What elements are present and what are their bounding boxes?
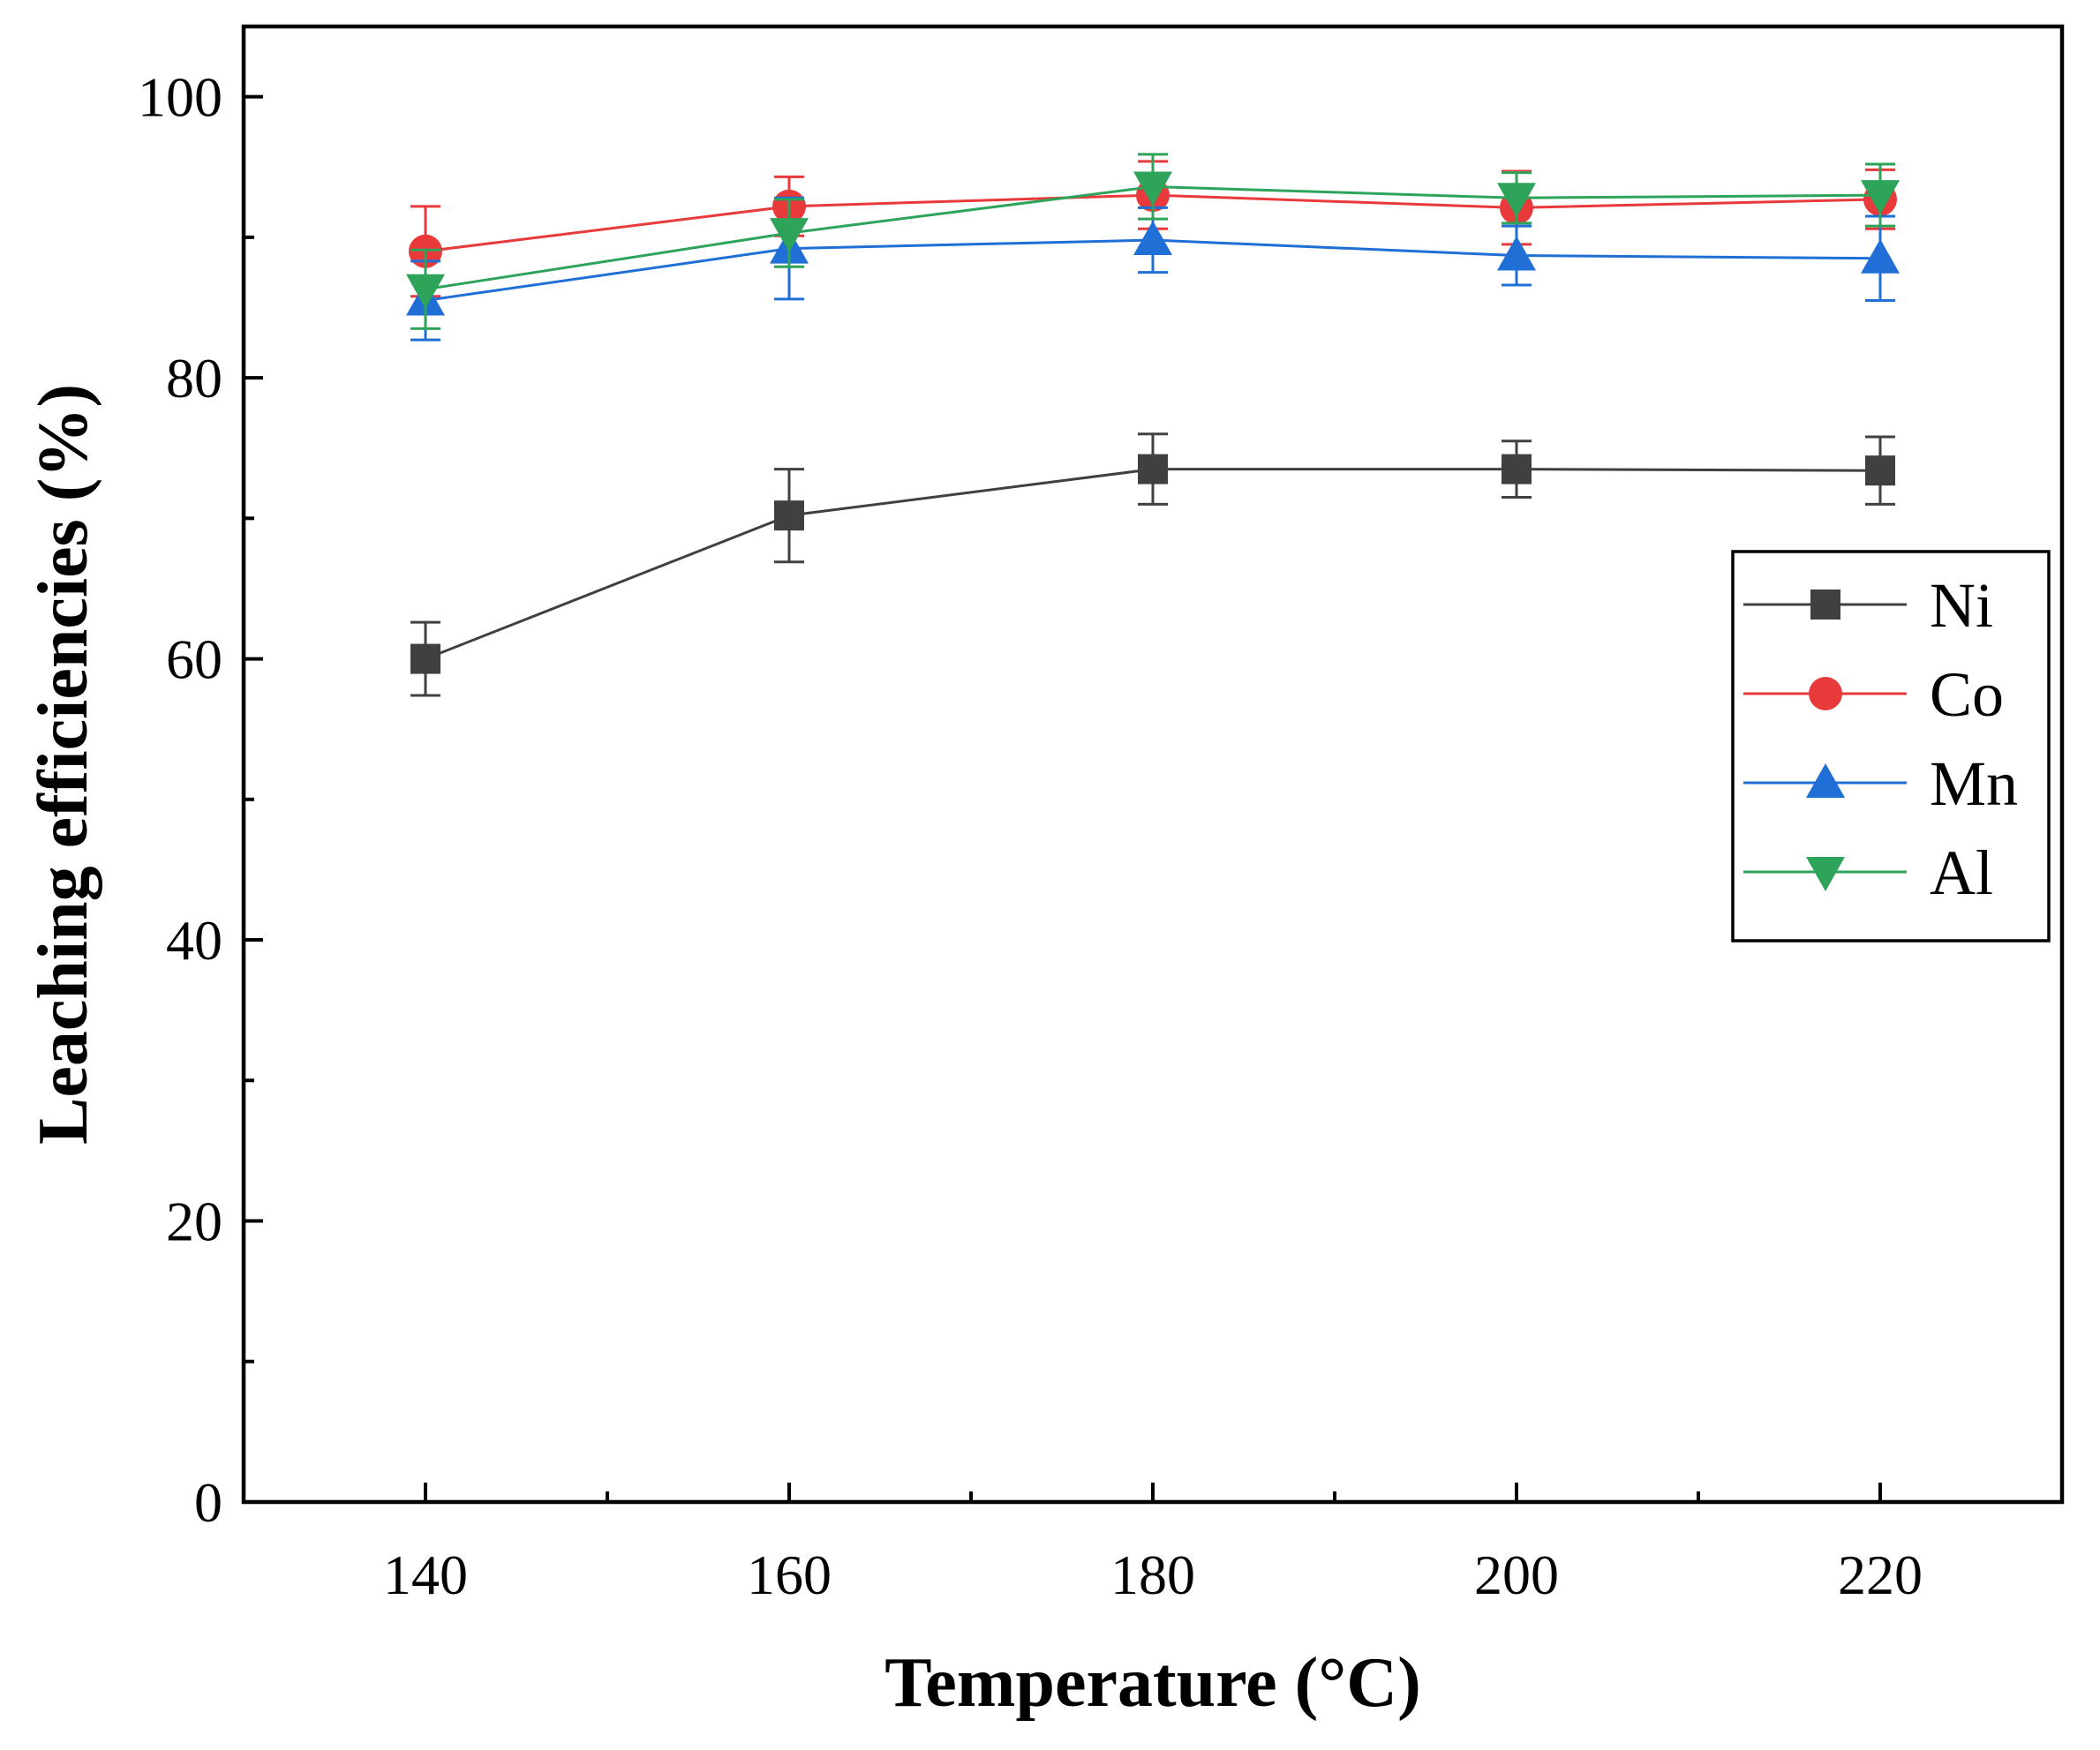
legend-marker-mn <box>1806 763 1845 798</box>
legend-frame <box>1731 550 2051 943</box>
data-point-ni <box>774 500 804 531</box>
data-point-al <box>1861 180 1900 215</box>
data-point-ni <box>1138 454 1168 484</box>
y-tick-label: 60 <box>166 628 222 691</box>
y-tick-label: 80 <box>166 347 222 409</box>
y-tick-label: 0 <box>194 1471 222 1534</box>
legend-label-ni: Ni <box>1930 570 1993 641</box>
legend-label-mn: Mn <box>1930 748 2018 819</box>
legend-marker-al <box>1806 857 1845 891</box>
data-point-ni <box>1865 455 1895 486</box>
series-ni <box>410 432 1895 697</box>
y-axis-title: Leaching efficiencies (%) <box>25 384 102 1145</box>
y-tick-label: 100 <box>138 66 222 129</box>
y-tick-label: 20 <box>166 1190 222 1253</box>
x-tick-label: 180 <box>1110 1543 1195 1606</box>
legend-marker-co <box>1809 677 1842 710</box>
legend-label-al: Al <box>1930 837 1993 908</box>
legend-item-ni: Ni <box>1743 570 1993 641</box>
y-tick-label: 40 <box>166 909 222 972</box>
y-axis: 0 20 40 60 80 100 <box>138 66 263 1534</box>
x-axis-title: Temperature (°C) <box>884 1644 1420 1722</box>
x-tick-label: 160 <box>747 1543 832 1606</box>
data-point-ni <box>410 643 440 674</box>
x-tick-label: 220 <box>1838 1543 1923 1606</box>
x-tick-label: 140 <box>383 1543 468 1606</box>
data-point-mn <box>1133 221 1172 256</box>
legend-label-co: Co <box>1930 659 2004 730</box>
legend-item-co: Co <box>1743 659 2004 730</box>
legend-marker-ni <box>1810 590 1840 620</box>
x-tick-label: 200 <box>1474 1543 1559 1606</box>
data-point-ni <box>1502 454 1532 484</box>
data-point-al <box>1497 183 1536 218</box>
data-point-mn <box>1861 238 1900 274</box>
data-point-al <box>1133 171 1172 207</box>
legend: Ni Co Mn Al <box>1731 550 2051 943</box>
x-axis: 140 160 180 200 220 <box>383 1483 1923 1606</box>
series-al <box>406 153 1900 330</box>
plot-series <box>406 153 1900 697</box>
data-point-mn <box>1497 236 1536 271</box>
legend-item-al: Al <box>1743 837 1993 908</box>
legend-item-mn: Mn <box>1743 748 2018 819</box>
data-point-al <box>406 274 445 309</box>
data-point-al <box>770 218 809 253</box>
